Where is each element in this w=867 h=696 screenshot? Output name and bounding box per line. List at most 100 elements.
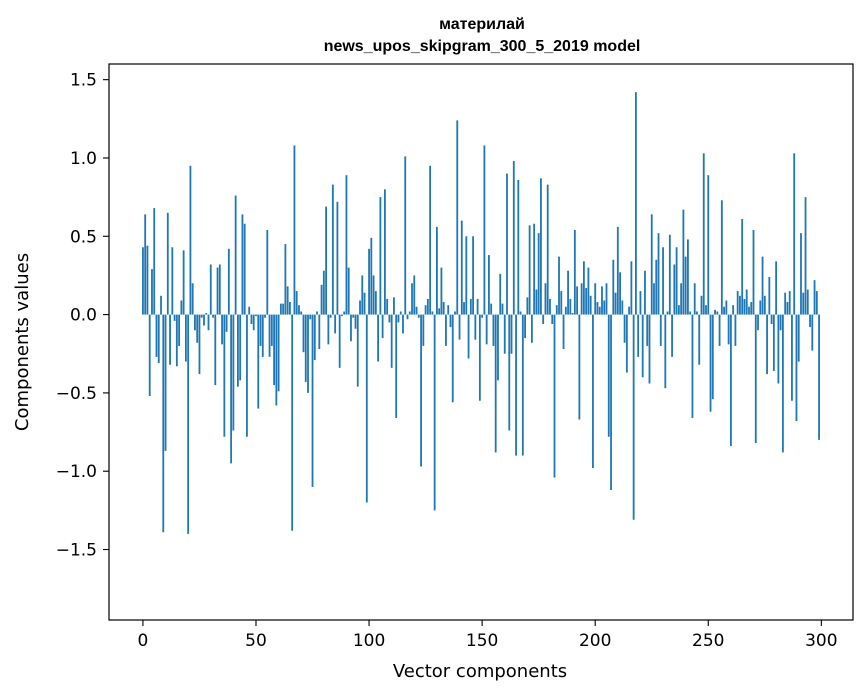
y-axis-label: Components values bbox=[12, 253, 33, 431]
bar bbox=[768, 277, 771, 315]
bar bbox=[273, 314, 275, 386]
bar bbox=[160, 295, 162, 315]
bar bbox=[691, 314, 694, 418]
bar bbox=[203, 314, 205, 326]
bar bbox=[512, 161, 515, 315]
bar bbox=[594, 283, 597, 315]
bar bbox=[252, 314, 255, 331]
bar bbox=[576, 286, 579, 315]
bar bbox=[383, 189, 386, 315]
y-axis-ticks: 1.5 1.0 0.5 0.0 −0.5 −1.0 −1.5 bbox=[56, 71, 109, 561]
bar bbox=[241, 214, 244, 315]
bar bbox=[182, 250, 185, 315]
x-tick-label: 200 bbox=[579, 631, 611, 651]
bar bbox=[472, 236, 474, 315]
bar bbox=[155, 314, 158, 357]
bar bbox=[727, 314, 730, 345]
bar bbox=[503, 314, 506, 354]
bar bbox=[517, 179, 520, 315]
bar bbox=[255, 314, 257, 317]
bar bbox=[442, 302, 445, 315]
bar bbox=[698, 314, 701, 365]
bar bbox=[524, 314, 526, 339]
bar bbox=[368, 248, 370, 315]
bar bbox=[551, 314, 554, 324]
bar bbox=[806, 289, 809, 315]
bar bbox=[187, 314, 190, 534]
bar bbox=[614, 292, 617, 315]
bar bbox=[510, 314, 513, 354]
bar bbox=[334, 314, 337, 334]
bar bbox=[413, 275, 416, 315]
bar bbox=[169, 314, 171, 365]
bar bbox=[381, 314, 384, 339]
bar bbox=[478, 314, 481, 401]
bar bbox=[227, 248, 230, 315]
bar bbox=[483, 145, 486, 315]
bar bbox=[162, 314, 165, 533]
bar bbox=[562, 314, 565, 350]
bar bbox=[757, 314, 759, 331]
x-tick-label: 250 bbox=[692, 631, 724, 651]
bar bbox=[750, 302, 753, 315]
bar bbox=[682, 209, 685, 315]
bar bbox=[221, 314, 223, 345]
x-tick-label: 0 bbox=[138, 631, 149, 651]
bar bbox=[777, 314, 780, 384]
bar bbox=[497, 314, 499, 381]
bar bbox=[212, 314, 214, 318]
bar bbox=[234, 195, 237, 315]
bar bbox=[537, 233, 540, 315]
bar bbox=[596, 302, 599, 315]
bar bbox=[436, 226, 438, 315]
bar bbox=[546, 184, 549, 315]
x-axis-label: Vector components bbox=[393, 661, 567, 682]
bar bbox=[754, 314, 757, 444]
bar bbox=[800, 233, 802, 315]
bar bbox=[659, 314, 662, 346]
bar bbox=[741, 219, 744, 315]
bar bbox=[587, 267, 590, 315]
bar bbox=[293, 145, 296, 315]
bar bbox=[311, 314, 314, 487]
bar bbox=[619, 272, 621, 315]
bar bbox=[707, 175, 710, 315]
bar bbox=[417, 314, 420, 318]
bar bbox=[268, 314, 271, 357]
bar bbox=[501, 303, 504, 315]
bar bbox=[818, 314, 820, 440]
bar bbox=[352, 314, 355, 318]
bar bbox=[530, 314, 533, 343]
x-tick-label: 100 bbox=[353, 631, 385, 651]
bar bbox=[592, 314, 594, 469]
bar bbox=[739, 295, 741, 315]
bar bbox=[657, 233, 660, 315]
bar bbox=[700, 295, 703, 315]
bar bbox=[716, 311, 719, 315]
bar bbox=[166, 212, 169, 315]
bar bbox=[499, 273, 502, 315]
bar bbox=[804, 197, 807, 315]
bar bbox=[363, 292, 366, 315]
bar bbox=[653, 283, 655, 315]
bar bbox=[316, 311, 318, 315]
bar bbox=[257, 314, 260, 409]
bar bbox=[813, 280, 816, 315]
bar bbox=[189, 165, 192, 315]
bar bbox=[289, 302, 291, 315]
y-tick-label: −1.0 bbox=[56, 462, 97, 482]
bar bbox=[481, 314, 484, 318]
bar-series bbox=[142, 92, 820, 534]
bar bbox=[318, 314, 321, 350]
bar bbox=[809, 314, 811, 328]
bar bbox=[298, 305, 300, 315]
bar bbox=[655, 259, 658, 315]
bar bbox=[567, 270, 569, 315]
bar bbox=[408, 311, 411, 315]
bar bbox=[786, 302, 789, 315]
bar bbox=[621, 300, 624, 315]
bar bbox=[766, 314, 768, 375]
bar bbox=[248, 306, 251, 315]
bar bbox=[605, 283, 608, 315]
